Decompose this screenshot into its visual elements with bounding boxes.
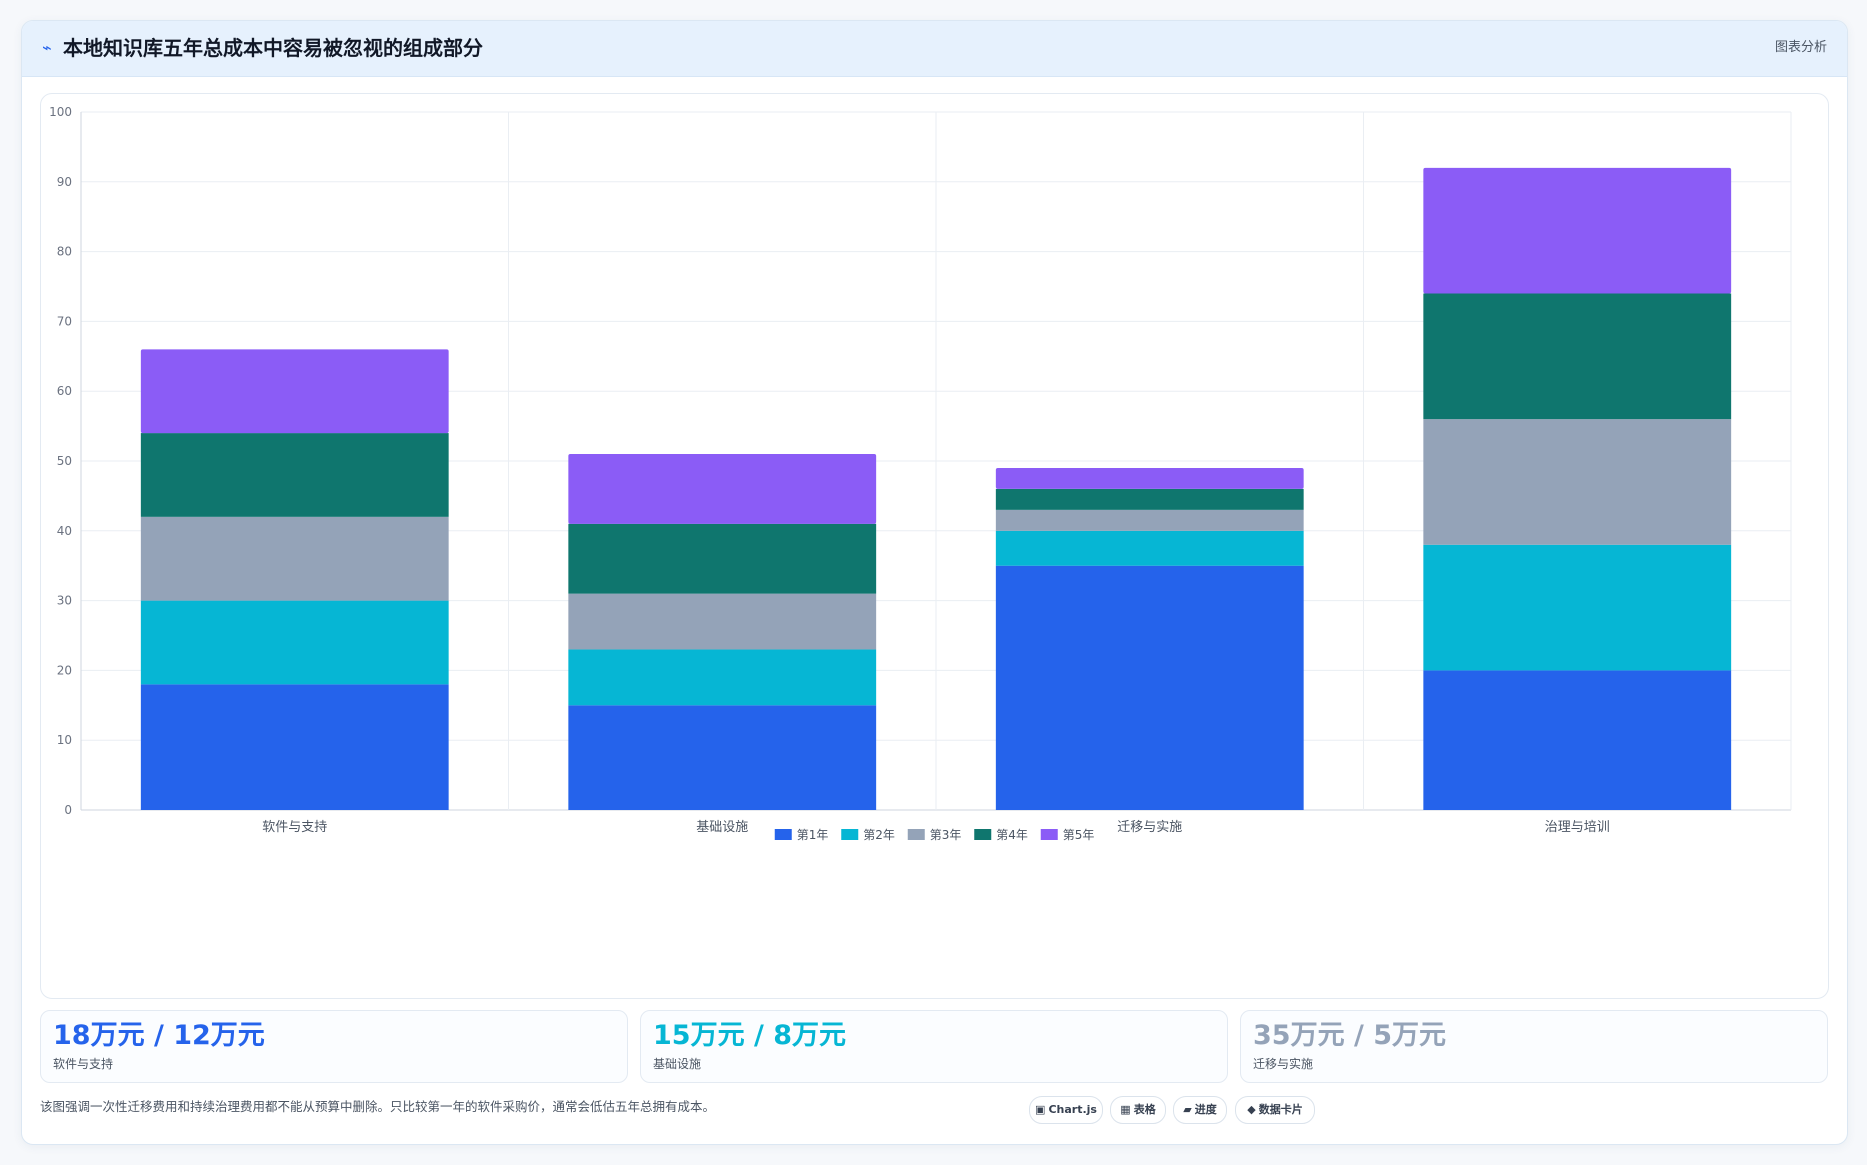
stat-label: 迁移与实施	[1253, 1057, 1314, 1071]
chip-label: 表格	[1133, 1103, 1156, 1116]
y-tick-label: 30	[57, 594, 72, 608]
y-tick-label: 0	[64, 803, 72, 817]
stat-label: 软件与支持	[53, 1057, 114, 1071]
chip-label: Chart.js	[1048, 1103, 1097, 1116]
bar-segment	[995, 488, 1304, 510]
bar-segment	[995, 467, 1304, 489]
chip-label: 进度	[1194, 1103, 1217, 1116]
legend-swatch	[974, 829, 992, 840]
bar-segment	[1423, 544, 1732, 671]
diamond-icon: ◆	[1247, 1103, 1256, 1116]
card-header: ⌁ 本地知识库五年总成本中容易被忽视的组成部分 图表分析	[22, 21, 1847, 77]
chart-card: ⌁ 本地知识库五年总成本中容易被忽视的组成部分 图表分析 0 10 20 30 40 50…	[21, 20, 1848, 1145]
bar-segment	[140, 516, 449, 601]
x-tick-label: 迁移与实施	[1117, 820, 1182, 835]
chip-progress[interactable]: ▰ 进度	[1173, 1096, 1227, 1124]
chip-label: 数据卡片	[1258, 1103, 1303, 1116]
y-tick-label: 50	[57, 454, 72, 468]
chart-analysis-link[interactable]: 图表分析	[1774, 40, 1827, 55]
bar-segment	[995, 530, 1304, 566]
stat-card-infrastructure: 15万元 / 8万元 基础设施	[640, 1010, 1228, 1083]
bar-segment	[1423, 670, 1732, 810]
legend-label: 第2年	[863, 828, 895, 842]
y-tick-label: 80	[57, 245, 72, 259]
stat-value: 18万元 / 12万元	[53, 1020, 265, 1051]
y-tick-label: 10	[57, 733, 72, 747]
bar-segment	[568, 649, 877, 706]
bar-segment	[568, 705, 877, 810]
legend-label: 第1年	[797, 828, 829, 842]
chip-table[interactable]: ▦ 表格	[1110, 1096, 1166, 1124]
y-tick-label: 70	[57, 314, 72, 328]
bar-segment	[568, 523, 877, 594]
stat-label: 基础设施	[653, 1057, 702, 1071]
chip-data-cards[interactable]: ◆ 数据卡片	[1235, 1096, 1315, 1124]
legend-label: 第3年	[930, 828, 962, 842]
bar-segment	[1423, 167, 1732, 294]
bar-segment	[1423, 293, 1732, 420]
page-title: 本地知识库五年总成本中容易被忽视的组成部分	[63, 36, 483, 60]
bar-segment	[140, 349, 449, 434]
x-tick-label: 软件与支持	[262, 820, 327, 835]
y-tick-label: 100	[49, 105, 72, 119]
bar-segment	[140, 600, 449, 685]
stat-card-software: 18万元 / 12万元 软件与支持	[40, 1010, 628, 1083]
y-tick-label: 90	[57, 175, 72, 189]
chip-chartjs[interactable]: ▣ Chart.js	[1029, 1096, 1103, 1124]
chart-icon: ▣	[1035, 1103, 1046, 1116]
bar-segment	[140, 433, 449, 517]
legend-label: 第4年	[996, 828, 1028, 842]
stat-card-migration: 35万元 / 5万元 迁移与实施	[1240, 1010, 1828, 1083]
footnote: 该图强调一次性迁移费用和持续治理费用都不能从预算中删除。只比较第一年的软件采购价…	[40, 1099, 716, 1114]
x-tick-label: 基础设施	[696, 820, 748, 835]
table-icon: ▦	[1120, 1103, 1131, 1116]
stat-value: 35万元 / 5万元	[1253, 1020, 1447, 1051]
bar-segment	[568, 593, 877, 650]
trend-icon: ⌁	[42, 38, 52, 57]
bar-segment	[1423, 419, 1732, 545]
legend-swatch	[774, 829, 792, 840]
y-tick-label: 20	[57, 663, 72, 677]
y-tick-label: 40	[57, 524, 72, 538]
x-tick-label: 治理与培训	[1545, 819, 1610, 835]
bar-segment	[995, 509, 1304, 531]
stacked-bar-chart: 0 10 20 30 40 50 60 70 80 90 100 软件与支持 基础设施 迁移与实施 治理与培…	[49, 105, 1792, 842]
bar-segment	[995, 565, 1304, 810]
y-tick-label: 60	[57, 384, 72, 398]
progress-icon: ▰	[1183, 1103, 1192, 1116]
legend-swatch	[907, 829, 925, 840]
legend-swatch	[841, 829, 859, 840]
bar-segment	[568, 454, 877, 524]
stat-value: 15万元 / 8万元	[653, 1020, 847, 1051]
chart-panel: 0 10 20 30 40 50 60 70 80 90 100 软件与支持 基础设施 迁移与实施 治理与培…	[40, 93, 1829, 999]
bar-segment	[140, 684, 449, 810]
legend-label: 第5年	[1063, 828, 1095, 842]
legend-swatch	[1040, 829, 1058, 840]
